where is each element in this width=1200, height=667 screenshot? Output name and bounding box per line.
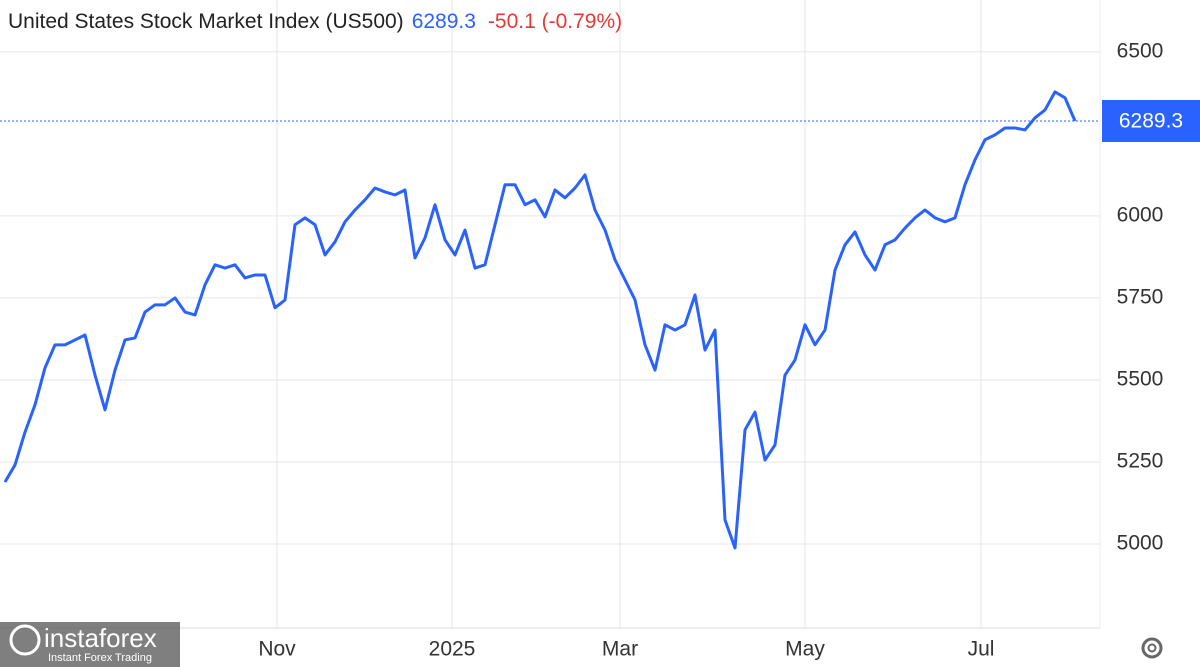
y-tick-label: 5000 [1117,532,1164,555]
header: United States Stock Market Index (US500)… [8,10,622,33]
price-change: -50.1 (-0.79%) [488,10,622,33]
watermark-brand: instaforex [44,623,157,653]
watermark-bg [0,622,180,667]
last-price-tag [1102,99,1200,142]
y-tick-label: 6000 [1117,203,1164,226]
y-tick-label: 5250 [1117,450,1164,473]
x-tick-label: Mar [602,638,638,661]
x-tick-label: 2025 [429,638,476,661]
price-line [3,90,1077,550]
gear-hub[interactable] [1147,643,1157,653]
y-tick-label: 6500 [1117,39,1164,62]
plot [0,90,1100,550]
x-tick-label: Jul [968,638,995,661]
settings-icon[interactable] [1141,637,1163,659]
last-price-label: 6289.3 [1119,110,1183,133]
y-tick-label: 5500 [1117,367,1164,390]
x-tick-label: May [785,638,825,661]
last-price: 6289.3 [412,10,476,33]
chart-title: United States Stock Market Index (US500) [8,10,404,33]
watermark-icon [9,624,41,656]
gear[interactable] [1141,637,1163,659]
watermark-tagline: Instant Forex Trading [48,652,152,664]
watermark: instaforex Instant Forex Trading [0,622,180,667]
grid [0,0,1101,629]
x-tick-label: Nov [258,638,296,661]
y-tick-label: 5750 [1117,285,1164,308]
